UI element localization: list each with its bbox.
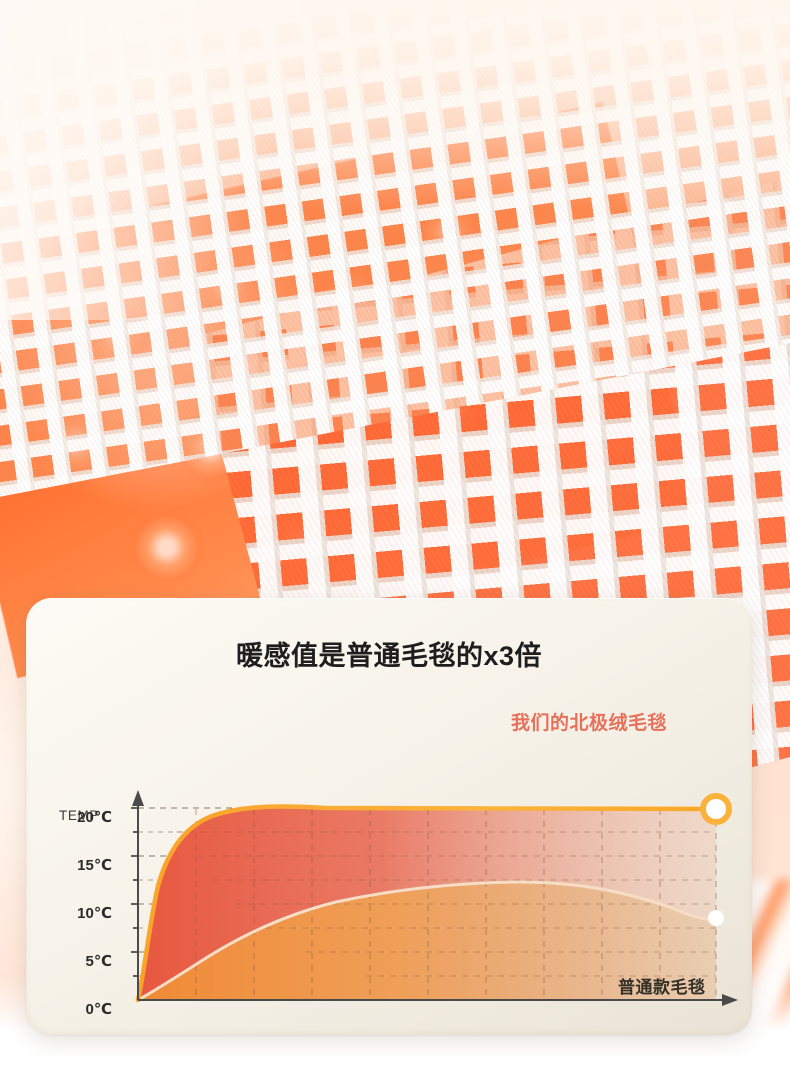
- y-tick-5: 5℃: [85, 953, 112, 970]
- y-axis-title: TEMP: [59, 808, 99, 823]
- endpoint-marker-ours: [700, 793, 732, 825]
- x-axis-arrow: [722, 994, 738, 1006]
- area-normal: [138, 882, 716, 1000]
- endpoint-marker-normal: [708, 910, 724, 926]
- chart-plot-svg: [131, 790, 738, 1006]
- y-axis-tick-labels: 20℃ 15℃ 10℃ 5℃ 0℃: [56, 690, 112, 1035]
- photo-left-highlight: [0, 0, 300, 320]
- y-tick-15: 15℃: [77, 857, 112, 874]
- gridlines-horizontal-over-area: [176, 831, 716, 977]
- legend-label-ours: 我们的北极绒毛毯: [511, 713, 668, 734]
- line-ours: [135, 804, 719, 1003]
- warmth-comparison-chart: TEMP NMBER 20℃ 15℃ 10℃ 5℃ 0℃: [26, 690, 752, 1035]
- chart-axes: [137, 802, 726, 1001]
- y-tick-20: 20℃: [77, 809, 112, 826]
- y-tick-0: 0℃: [85, 1001, 112, 1018]
- y-axis-arrow: [132, 790, 144, 806]
- gridlines-vertical: [195, 809, 717, 1000]
- legend-label-normal: 普通款毛毯: [618, 978, 706, 997]
- y-axis-ticks: [131, 807, 138, 977]
- card-title: 暖感值是普通毛毯的x3倍: [235, 641, 543, 671]
- comparison-chart-card: 暖感值是普通毛毯的x3倍 TEMP NMBER 20℃ 15℃ 10℃ 5℃ 0…: [26, 598, 752, 1035]
- line-normal: [136, 880, 718, 1002]
- y-tick-10: 10℃: [77, 905, 112, 922]
